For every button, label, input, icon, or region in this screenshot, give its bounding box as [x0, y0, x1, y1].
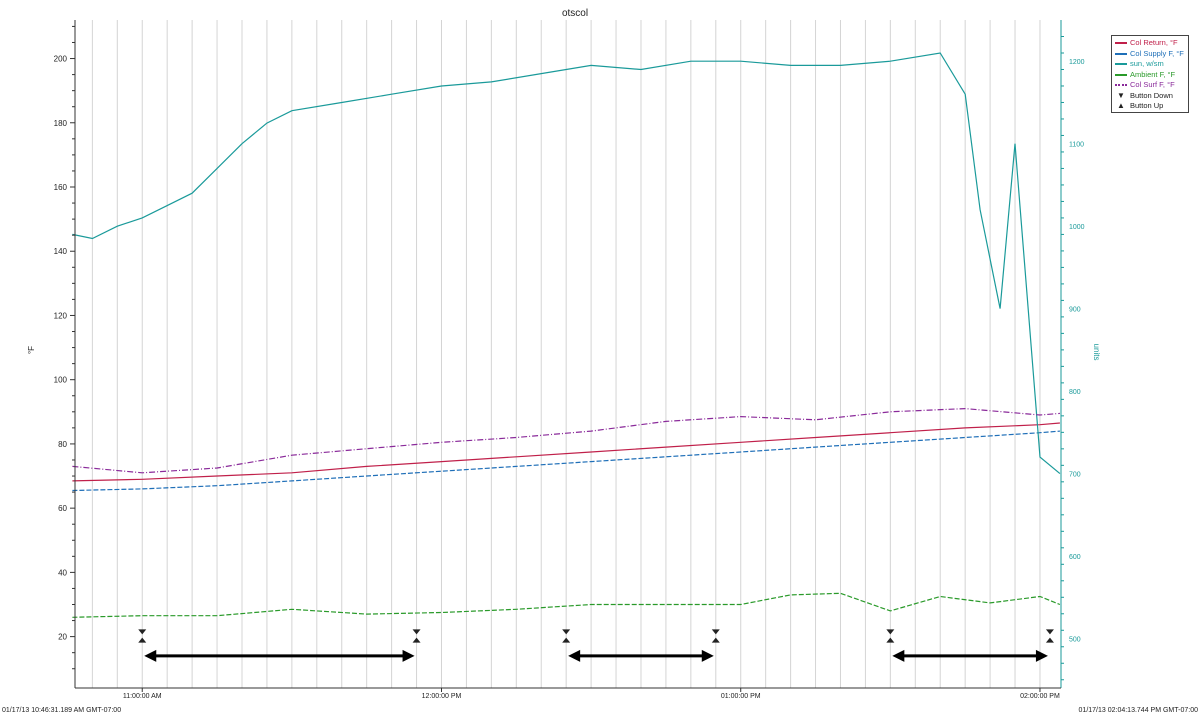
x-tick-label: 02:00:00 PM — [1020, 693, 1060, 700]
button-down-marker — [562, 629, 571, 635]
button-up-marker — [138, 637, 147, 643]
series-line-0 — [72, 422, 1060, 482]
y-axis-label-right: units — [1092, 344, 1101, 361]
button-down-marker — [1045, 629, 1054, 635]
legend-item: Col Supply F, °F — [1115, 49, 1185, 60]
y-tick-label-left: 120 — [54, 311, 68, 320]
annotation-arrows — [144, 649, 1048, 662]
legend-label: Button Down — [1130, 90, 1173, 100]
legend-label: Button Up — [1130, 101, 1164, 110]
arrow-head-left — [568, 649, 581, 662]
chart-title: otscol — [562, 8, 588, 19]
legend-item: ▼ Button Down — [1115, 91, 1185, 102]
arrow-head-right — [402, 649, 415, 662]
y-tick-label-right: 500 — [1069, 637, 1081, 644]
triangle-down-icon: ▼ — [1117, 90, 1125, 100]
y-tick-label-left: 140 — [54, 247, 68, 256]
y-tick-label-right: 800 — [1069, 389, 1081, 396]
triangle-up-icon: ▲ — [1117, 101, 1125, 110]
legend-item: Col Surf F, °F — [1115, 80, 1185, 91]
legend-swatch — [1115, 52, 1127, 55]
legend-swatch — [1115, 73, 1127, 76]
x-start-label: 01/17/13 10:46:31.189 AM GMT-07:00 — [2, 707, 121, 714]
y-tick-label-left: 40 — [58, 568, 67, 577]
y-axis-label-left: °F — [27, 346, 36, 354]
y-tick-label-right: 900 — [1069, 307, 1081, 314]
legend-item: ▲ Button Up — [1115, 101, 1185, 112]
y-tick-label-left: 60 — [58, 504, 67, 513]
arrow-head-right — [701, 649, 714, 662]
legend-item: Ambient F, °F — [1115, 70, 1185, 81]
legend-label: sun, w/sm — [1130, 59, 1164, 68]
x-tick-label: 11:00:00 AM — [123, 693, 162, 700]
legend-label: Col Return, °F — [1130, 38, 1178, 47]
arrow-head-left — [144, 649, 157, 662]
series-line-1 — [72, 430, 1060, 492]
legend-label: Col Supply F, °F — [1130, 48, 1184, 58]
y-tick-label-left: 100 — [54, 376, 68, 385]
x-tick-label: 01:00:00 PM — [721, 693, 761, 700]
plot-area — [72, 52, 1061, 643]
y-tick-label-right: 700 — [1069, 472, 1081, 479]
legend-swatch — [1115, 84, 1127, 87]
arrow-head-left — [892, 649, 905, 662]
y-tick-label-right: 1200 — [1069, 59, 1085, 66]
y-tick-label-left: 80 — [58, 440, 67, 449]
y-tick-label-right: 600 — [1069, 554, 1081, 561]
legend-label: Ambient F, °F — [1130, 69, 1176, 79]
legend-label: Col Surf F, °F — [1130, 80, 1175, 89]
legend-swatch — [1115, 42, 1127, 45]
y-tick-label-left: 20 — [58, 633, 67, 642]
button-up-marker — [412, 637, 421, 643]
arrow-head-right — [1035, 649, 1048, 662]
button-down-marker — [711, 629, 720, 635]
legend: Col Return, °F Col Supply F, °F sun, w/sm A… — [1111, 35, 1189, 113]
button-down-marker — [138, 629, 147, 635]
y-tick-label-right: 1000 — [1069, 224, 1085, 231]
series-line-4 — [72, 407, 1060, 474]
legend-item: sun, w/sm — [1115, 59, 1185, 70]
button-down-marker — [412, 629, 421, 635]
button-up-marker — [711, 637, 720, 643]
x-tick-label: 12:00:00 PM — [422, 693, 462, 700]
button-up-marker — [1045, 637, 1054, 643]
series-line-3 — [72, 592, 1061, 618]
grid-lines — [91, 20, 1041, 688]
axes: 20 40 60 80 100 120 140 160 180 200 500 600 700 800 90… — [54, 20, 1085, 700]
y-tick-label-left: 160 — [54, 183, 68, 192]
y-tick-label-right: 1100 — [1069, 142, 1084, 149]
series-line-2 — [72, 52, 1061, 475]
x-end-label: 01/17/13 02:04:13.744 PM GMT-07:00 — [1079, 707, 1199, 714]
y-tick-label-left: 180 — [54, 119, 68, 128]
y-tick-label-left: 200 — [54, 55, 68, 64]
button-up-marker — [562, 637, 571, 643]
legend-swatch — [1115, 63, 1127, 66]
button-down-marker — [886, 629, 895, 635]
legend-item: Col Return, °F — [1115, 38, 1185, 49]
button-up-marker — [886, 637, 895, 643]
